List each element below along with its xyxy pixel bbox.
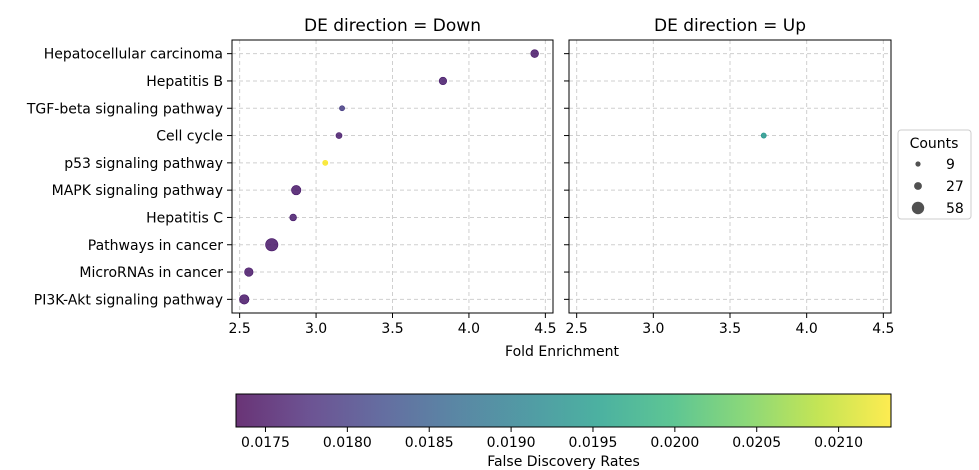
x-tick-label: 2.5 <box>229 321 251 337</box>
legend-marker <box>914 182 922 190</box>
panel-down: DE direction = Down 2.5 3.0 3.5 4.0 4.5 <box>227 16 556 337</box>
x-tick-label: 3.0 <box>642 321 664 337</box>
legend-label: 27 <box>946 179 964 195</box>
legend-title: Counts <box>910 136 959 152</box>
legend-marker <box>911 201 925 215</box>
legend-label: 58 <box>946 201 964 217</box>
colorbar-label: False Discovery Rates <box>487 454 640 470</box>
panel-up: DE direction = Up 2.5 3.0 3.5 4.0 4.5 <box>564 16 894 337</box>
colorbar-tick-label: 0.0185 <box>405 435 454 451</box>
x-tick-label: 2.5 <box>566 321 588 337</box>
x-tick-label: 3.5 <box>381 321 403 337</box>
data-point <box>335 132 343 139</box>
x-tick-label: 3.5 <box>719 321 741 337</box>
y-tick-label: MAPK signaling pathway <box>52 183 223 199</box>
x-axis-label: Fold Enrichment <box>505 344 619 360</box>
x-tick-label: 4.5 <box>534 321 556 337</box>
y-tick-label: Pathways in cancer <box>88 238 223 254</box>
x-tick-label: 4.5 <box>872 321 894 337</box>
legend-label: 9 <box>946 157 955 173</box>
colorbar-tick-label: 0.0195 <box>568 435 617 451</box>
colorbar-tick-label: 0.0175 <box>241 435 290 451</box>
y-tick-label: Hepatitis B <box>146 74 223 90</box>
colorbar-tick-label: 0.0210 <box>814 435 863 451</box>
colorbar-tick-label: 0.0180 <box>323 435 372 451</box>
colorbar-tick-label: 0.0205 <box>732 435 781 451</box>
colorbar-gradient <box>235 393 892 428</box>
data-point <box>244 267 254 277</box>
x-tick-label: 4.0 <box>796 321 818 337</box>
counts-legend: Counts 9 27 58 <box>897 129 972 220</box>
data-point <box>438 76 448 86</box>
y-tick-label: Cell cycle <box>156 129 223 145</box>
y-tick-label: Hepatocellular carcinoma <box>44 47 223 63</box>
data-point <box>289 213 297 222</box>
data-point <box>322 159 329 166</box>
data-point <box>530 49 539 58</box>
x-tick-label: 4.0 <box>458 321 480 337</box>
panel-title: DE direction = Up <box>654 16 806 36</box>
data-point <box>265 238 279 252</box>
y-tick-label: Hepatitis C <box>146 210 223 226</box>
data-point <box>760 132 767 139</box>
panel-title: DE direction = Down <box>304 16 481 36</box>
data-point <box>239 294 250 305</box>
y-tick-labels: Hepatocellular carcinoma Hepatitis B TGF-b… <box>26 47 223 309</box>
legend-marker <box>915 161 921 167</box>
colorbar: 0.0175 0.0180 0.0185 0.0190 0.0195 0.0200 0.02… <box>235 393 892 470</box>
x-tick-label: 3.0 <box>305 321 327 337</box>
colorbar-tick-label: 0.0190 <box>487 435 536 451</box>
y-tick-label: TGF-beta signaling pathway <box>26 101 223 117</box>
data-point <box>291 185 302 196</box>
legend-frame <box>897 129 972 220</box>
data-point <box>339 105 345 112</box>
colorbar-tick-label: 0.0200 <box>650 435 699 451</box>
y-tick-label: PI3K-Akt signaling pathway <box>34 292 223 308</box>
y-tick-label: p53 signaling pathway <box>64 156 223 172</box>
y-tick-label: MicroRNAs in cancer <box>79 265 223 281</box>
